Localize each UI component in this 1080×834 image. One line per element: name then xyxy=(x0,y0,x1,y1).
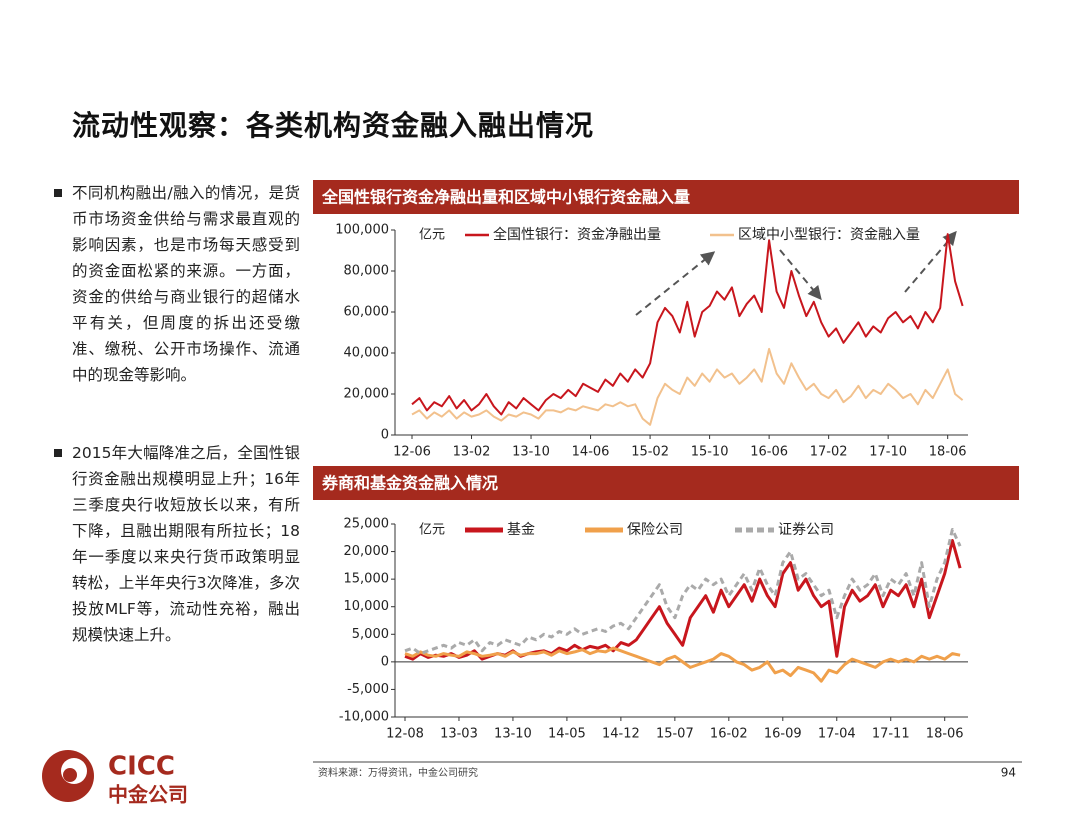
x-tick-label: 17-10 xyxy=(869,445,907,460)
y-tick-label: 0 xyxy=(381,428,389,443)
x-tick-label: 13-10 xyxy=(512,445,550,460)
y-unit: 亿元 xyxy=(419,523,445,538)
logo-text: CICC xyxy=(108,752,175,782)
bullet: 2015年大幅降准之后，全国性银行资金融出规模明显上升；16年三季度央行收短放长… xyxy=(54,440,300,648)
legend-label: 保险公司 xyxy=(627,522,683,538)
x-tick-label: 15-02 xyxy=(631,445,669,460)
y-tick-label: 15,000 xyxy=(344,572,390,587)
x-tick-label: 14-12 xyxy=(602,727,640,742)
y-tick-label: 0 xyxy=(381,654,389,669)
logo: CICC 中金公司 xyxy=(42,750,188,807)
y-tick-label: 20,000 xyxy=(344,544,390,559)
legend-label: 区域中小型银行：资金融入量 xyxy=(738,227,920,243)
slide-title: 流动性观察：各类机构资金融入融出情况 xyxy=(72,109,595,142)
bullet-text: 2015年大幅降准之后，全国性银行资金融出规模明显上升；16年三季度央行收短放长… xyxy=(72,444,300,644)
series-line xyxy=(404,528,962,656)
x-tick-label: 15-10 xyxy=(691,445,729,460)
bullet-marker xyxy=(54,189,62,197)
series-line xyxy=(404,646,961,683)
x-tick-label: 15-07 xyxy=(656,727,694,742)
bullet: 不同机构融出/融入的情况，是货币市场资金供给与需求最直观的影响因素，也是市场每天… xyxy=(54,180,300,388)
chart-title: 券商和基金资金融入情况 xyxy=(321,474,498,493)
logo-mark xyxy=(63,768,77,782)
legend-label: 基金 xyxy=(507,521,535,538)
chart-header xyxy=(313,180,1019,214)
x-tick-label: 12-06 xyxy=(393,445,431,460)
trend-arrows xyxy=(635,230,957,316)
x-tick-label: 14-06 xyxy=(572,445,610,460)
y-tick-label: 20,000 xyxy=(344,387,390,402)
chart-title: 全国性银行资金净融出量和区域中小银行资金融入量 xyxy=(321,188,690,207)
y-tick-label: -10,000 xyxy=(339,710,389,725)
chart-header xyxy=(313,466,1019,500)
legend-label: 全国性银行：资金净融出量 xyxy=(493,226,661,243)
series-line xyxy=(411,233,964,416)
y-tick-label: 60,000 xyxy=(344,305,390,320)
x-tick-label: 17-02 xyxy=(810,445,848,460)
x-tick-label: 16-02 xyxy=(710,727,748,742)
x-tick-label: 17-04 xyxy=(818,727,856,742)
y-tick-label: 40,000 xyxy=(344,346,390,361)
x-tick-label: 16-09 xyxy=(764,727,802,742)
page-number: 94 xyxy=(1001,766,1016,780)
logo-text-cn: 中金公司 xyxy=(108,783,188,807)
bullet-text: 不同机构融出/融入的情况，是货币市场资金供给与需求最直观的影响因素，也是市场每天… xyxy=(72,184,300,384)
x-tick-label: 13-10 xyxy=(494,727,532,742)
legend-label: 证券公司 xyxy=(778,522,834,538)
x-tick-label: 13-03 xyxy=(440,727,478,742)
y-tick-label: 80,000 xyxy=(344,264,390,279)
source-note: 资料来源：万得资讯，中金公司研究 xyxy=(318,766,478,779)
x-tick-label: 16-06 xyxy=(750,445,788,460)
y-unit: 亿元 xyxy=(419,228,445,243)
y-tick-label: 10,000 xyxy=(344,599,390,614)
x-tick-label: 18-06 xyxy=(926,727,964,742)
arrow xyxy=(779,249,822,301)
y-tick-label: 5,000 xyxy=(352,627,389,642)
bullet-marker xyxy=(54,449,62,457)
x-tick-label: 13-02 xyxy=(453,445,491,460)
series-line xyxy=(411,347,964,426)
y-tick-label: -5,000 xyxy=(347,682,389,697)
x-tick-label: 12-08 xyxy=(386,727,424,742)
x-tick-label: 18-06 xyxy=(929,445,967,460)
y-tick-label: 25,000 xyxy=(344,517,390,532)
y-tick-label: 100,000 xyxy=(335,223,389,238)
arrow xyxy=(635,251,716,316)
x-tick-label: 17-11 xyxy=(872,727,910,742)
x-tick-label: 14-05 xyxy=(548,727,586,742)
